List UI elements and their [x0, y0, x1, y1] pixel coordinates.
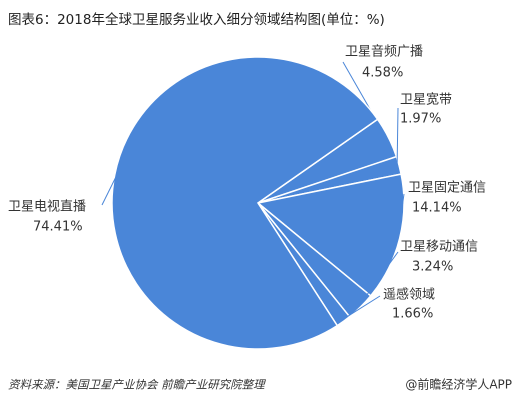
- slice-label: 卫星移动通信: [400, 240, 478, 255]
- slice-label: 卫星固定通信: [408, 181, 486, 196]
- slice-label: 卫星电视直播: [8, 200, 86, 215]
- leader-line: [342, 61, 388, 139]
- leader-line: [342, 295, 381, 321]
- slice-label: 卫星音频广播: [345, 44, 423, 60]
- value-label: 1.66%: [392, 307, 433, 322]
- pie-slice: [111, 56, 379, 350]
- source-note: 资料来源：美国卫星产业协会 前瞻产业研究院整理: [8, 378, 266, 392]
- footer: @前瞻经济学人APP: [405, 377, 512, 392]
- leader-line: [396, 107, 399, 166]
- value-label: 14.14%: [412, 201, 462, 216]
- pie-slice: [256, 173, 405, 297]
- value-label: 1.97%: [400, 112, 441, 127]
- leader-line: [101, 175, 118, 206]
- value-label: 4.58%: [362, 66, 403, 81]
- leader-line: [397, 193, 405, 238]
- value-label: 74.41%: [33, 220, 83, 235]
- slice-label: 遥感领域: [383, 287, 435, 303]
- chart-title: 图表6：2018年全球卫星服务业收入细分领域结构图(单位：%): [8, 11, 385, 28]
- slice-label: 卫星宽带: [400, 92, 452, 108]
- leader-line: [358, 251, 399, 306]
- value-label: 3.24%: [412, 260, 453, 275]
